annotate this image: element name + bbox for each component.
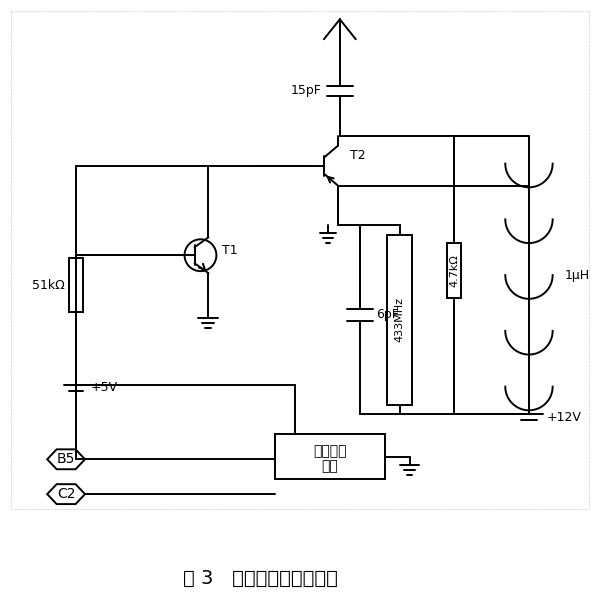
Polygon shape — [47, 484, 85, 504]
Text: +12V: +12V — [547, 411, 582, 424]
Text: 接收模块: 接收模块 — [313, 445, 347, 459]
Polygon shape — [47, 449, 85, 470]
Text: B5: B5 — [57, 452, 75, 466]
Text: T2: T2 — [350, 149, 365, 162]
Text: T1: T1 — [222, 244, 238, 257]
Text: 1μH: 1μH — [565, 269, 590, 281]
Text: 15pF: 15pF — [291, 85, 322, 97]
Text: 图 3   发射和接收模块电路: 图 3 发射和接收模块电路 — [183, 569, 337, 588]
Bar — [275, 434, 385, 479]
Bar — [12, 12, 589, 509]
Bar — [69, 258, 83, 312]
Text: 信号: 信号 — [322, 460, 338, 474]
Bar — [447, 243, 461, 298]
Text: 4.7kΩ: 4.7kΩ — [449, 254, 459, 287]
Text: 51kΩ: 51kΩ — [32, 278, 65, 292]
Text: C2: C2 — [57, 487, 75, 501]
Text: +5V: +5V — [91, 381, 118, 394]
Text: 6pF: 6pF — [376, 308, 399, 322]
Bar — [387, 235, 413, 404]
Text: 433MHz: 433MHz — [395, 297, 404, 342]
